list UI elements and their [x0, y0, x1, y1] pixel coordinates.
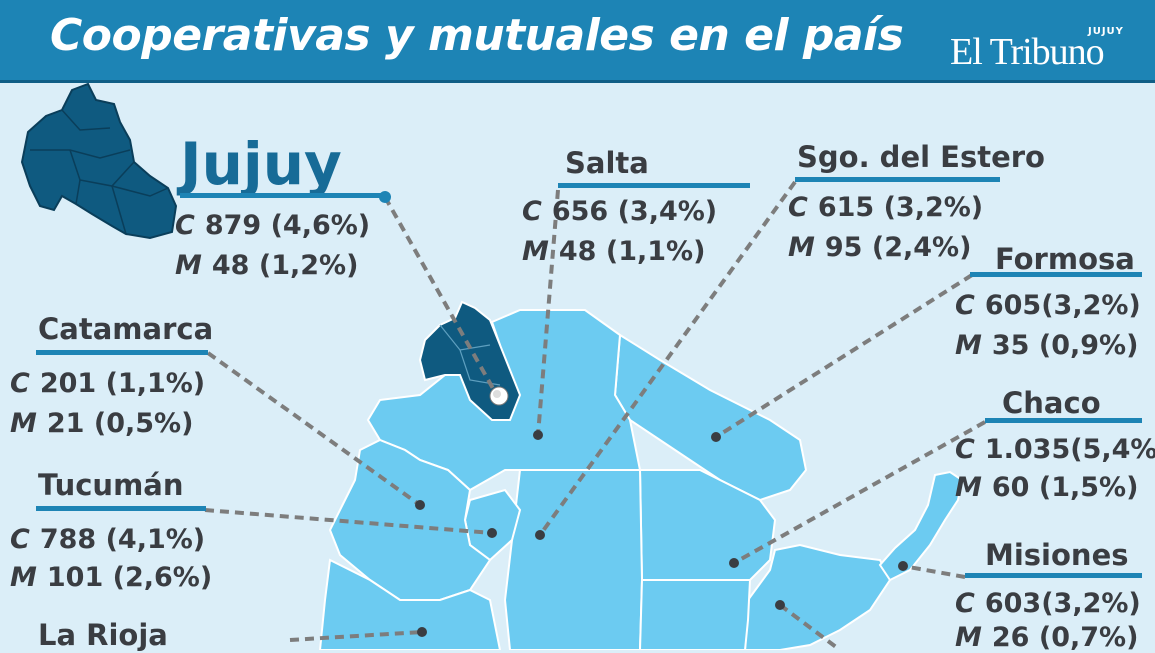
leader-salta: [536, 189, 560, 436]
leader-santiago: [538, 180, 797, 537]
catamarca-name: Catamarca: [38, 312, 214, 346]
chaco-cooperativas: C 1.035(5,4%): [955, 434, 1155, 465]
santiago-shape: [503, 469, 644, 650]
larioja-shape: [318, 558, 502, 650]
leader-chaco: [733, 420, 986, 565]
catamarca-underline: [36, 350, 208, 355]
leader-larioja: [289, 630, 423, 642]
chaco-name: Chaco: [1002, 386, 1101, 420]
tucuman-underline: [36, 506, 206, 511]
santafe-shape: [638, 579, 752, 650]
salta-name: Salta: [565, 146, 649, 180]
formosa-cooperativas: C 605(3,2%): [955, 290, 1141, 321]
tucuman-cooperativas: C 788 (4,1%): [10, 524, 206, 555]
chaco-mutuales: M 60 (1,5%): [955, 472, 1139, 503]
misiones-cooperativas: C 603(3,2%): [955, 588, 1141, 619]
jujuy-cooperativas: C 879 (4,6%): [175, 210, 371, 241]
misiones-underline: [965, 573, 1142, 578]
endpoint-dots: [415, 430, 908, 637]
header-bar: Cooperativas y mutuales en el país El Tr…: [0, 0, 1155, 83]
jujuy-inset-silhouette: [20, 82, 178, 240]
jujuy-capital-dot: [493, 390, 501, 398]
santiago-cooperativas: C 615 (3,2%): [788, 192, 984, 223]
misiones-mutuales: M 26 (0,7%): [955, 622, 1139, 653]
larioja-name: La Rioja: [38, 618, 168, 652]
jujuy-mutuales: M 48 (1,2%): [175, 250, 359, 281]
leader-corrientes: [778, 603, 842, 650]
catamarca-shape: [328, 438, 492, 601]
catamarca-mutuales: M 21 (0,5%): [10, 408, 194, 439]
salta-underline: [558, 183, 750, 188]
santiago-mutuales: M 95 (2,4%): [788, 232, 972, 263]
salta-mutuales: M 48 (1,1%): [522, 236, 706, 267]
formosa-name: Formosa: [995, 242, 1135, 276]
jujuy-inset-departments: [30, 109, 169, 235]
tucuman-mutuales: M 101 (2,6%): [10, 562, 213, 593]
logo-subtitle: JUJUY: [1088, 26, 1124, 37]
leader-formosa: [714, 273, 974, 439]
leader-jujuy: [383, 196, 497, 393]
leader-misiones: [902, 564, 966, 579]
jujuy-underline: [180, 193, 385, 198]
santiago-name: Sgo. del Estero: [797, 140, 1045, 174]
province-shapes: [318, 309, 964, 650]
page-title: Cooperativas y mutuales en el país: [50, 10, 904, 61]
salta-cooperativas: C 656 (3,4%): [522, 196, 718, 227]
formosa-mutuales: M 35 (0,9%): [955, 330, 1139, 361]
leader-catamarca: [206, 351, 422, 507]
newspaper-logo: El Tribuno: [950, 31, 1105, 73]
tucuman-name: Tucumán: [38, 468, 184, 502]
misiones-shape: [878, 470, 964, 582]
santiago-underline: [795, 177, 1000, 182]
catamarca-cooperativas: C 201 (1,1%): [10, 368, 206, 399]
leader-tucuman: [204, 508, 493, 535]
chaco-underline: [985, 418, 1142, 423]
formosa-shape: [613, 333, 808, 502]
leader-lines: [204, 180, 986, 650]
misiones-name: Misiones: [985, 538, 1129, 572]
jujuy-name: Jujuy: [180, 130, 342, 198]
formosa-underline: [970, 272, 1142, 277]
